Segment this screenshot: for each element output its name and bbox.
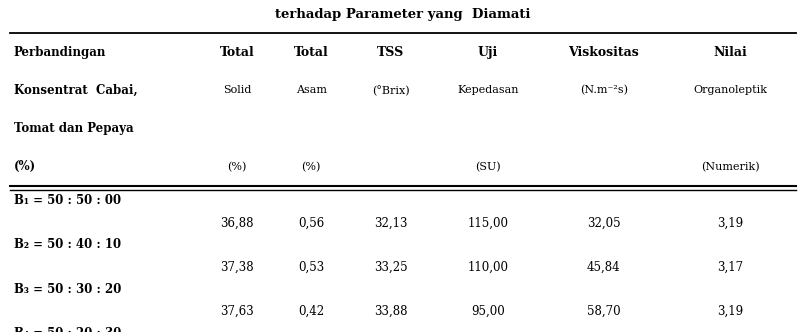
Text: B₁ = 50 : 50 : 00: B₁ = 50 : 50 : 00 [14,194,121,207]
Text: 32,13: 32,13 [374,216,407,229]
Text: (%): (%) [227,162,246,172]
Text: Kepedasan: Kepedasan [457,85,518,96]
Text: Asam: Asam [296,85,326,96]
Text: 95,00: 95,00 [471,304,505,318]
Text: (%): (%) [302,162,321,172]
Text: Uji: Uji [478,46,498,59]
Text: 37,38: 37,38 [220,260,254,274]
Text: 33,88: 33,88 [374,304,407,318]
Text: 115,00: 115,00 [467,216,508,229]
Text: 36,88: 36,88 [220,216,254,229]
Text: TSS: TSS [377,46,404,59]
Text: 0,53: 0,53 [298,260,324,274]
Text: Perbandingan: Perbandingan [14,46,106,59]
Text: (°Brix): (°Brix) [372,85,410,96]
Text: 0,56: 0,56 [298,216,324,229]
Text: 33,25: 33,25 [374,260,407,274]
Text: B₃ = 50 : 30 : 20: B₃ = 50 : 30 : 20 [14,283,121,295]
Text: Total: Total [294,46,329,59]
Text: Konsentrat  Cabai,: Konsentrat Cabai, [14,84,138,97]
Text: Tomat dan Pepaya: Tomat dan Pepaya [14,122,134,135]
Text: 58,70: 58,70 [587,304,621,318]
Text: 3,19: 3,19 [718,304,743,318]
Text: (Numerik): (Numerik) [702,162,760,172]
Text: 37,63: 37,63 [220,304,254,318]
Text: 45,84: 45,84 [587,260,621,274]
Text: (%): (%) [14,160,36,173]
Text: terhadap Parameter yang  Diamati: terhadap Parameter yang Diamati [275,8,530,21]
Text: (SU): (SU) [475,162,501,172]
Text: B₂ = 50 : 40 : 10: B₂ = 50 : 40 : 10 [14,238,121,251]
Text: Solid: Solid [222,85,251,96]
Text: Nilai: Nilai [714,46,747,59]
Text: Viskositas: Viskositas [569,46,639,59]
Text: 3,19: 3,19 [718,216,743,229]
Text: 32,05: 32,05 [587,216,621,229]
Text: B₄ = 50 : 20 : 30: B₄ = 50 : 20 : 30 [14,327,121,332]
Text: Organoleptik: Organoleptik [694,85,767,96]
Text: 110,00: 110,00 [467,260,508,274]
Text: 3,17: 3,17 [718,260,743,274]
Text: (N.m⁻²s): (N.m⁻²s) [580,85,628,96]
Text: 0,42: 0,42 [298,304,324,318]
Text: Total: Total [219,46,254,59]
